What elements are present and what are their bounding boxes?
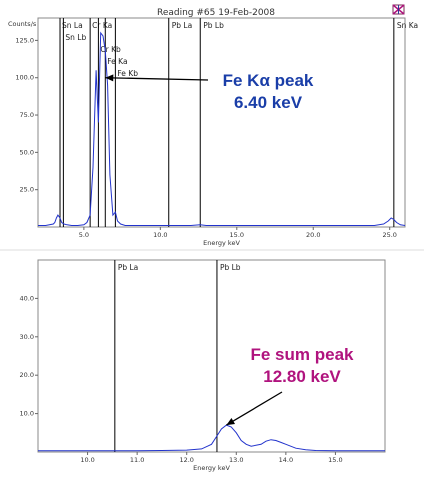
- x-tick-label: 15.0: [328, 456, 342, 464]
- x-tick-label: 20.0: [306, 231, 320, 239]
- plot-frame: [37, 259, 386, 453]
- annotation-value: 12.80 keV: [263, 367, 341, 386]
- annotation-title: Fe sum peak: [251, 345, 355, 364]
- marker-label: Fe Ka: [107, 57, 127, 66]
- y-tick-label: 30.0: [20, 333, 34, 341]
- marker-label: Pb La: [172, 21, 192, 30]
- y-tick-label: 10.0: [20, 410, 34, 418]
- x-tick-label: 25.0: [382, 231, 396, 239]
- spectrum-line: [38, 31, 406, 226]
- y-tick-label: 20.0: [20, 371, 34, 379]
- bottom-chart: 10.0 20.0 30.0 40.0 10.0 11.0 12.0 13.0 14.0 15.0…: [20, 259, 386, 472]
- y-tick-label: 100.0: [15, 74, 34, 82]
- marker-label: Pb La: [118, 263, 138, 272]
- annotation-value: 6.40 keV: [234, 93, 303, 112]
- x-tick-label: 10.0: [80, 456, 94, 464]
- x-tick-label: 14.0: [279, 456, 293, 464]
- y-tick-label: 50.0: [20, 148, 34, 156]
- flag-icon[interactable]: [392, 4, 405, 15]
- x-tick-label: 5.0: [79, 231, 89, 239]
- marker-label: Cr Kb: [100, 45, 121, 54]
- annotation-arrow: [226, 391, 283, 426]
- y-tick-label: 75.0: [20, 111, 34, 119]
- marker-label: Sn Ka: [397, 21, 418, 30]
- x-axis-label: Energy keV: [193, 464, 230, 472]
- x-tick-label: 12.0: [179, 456, 193, 464]
- marker-label: Sn La: [62, 21, 83, 30]
- annotation-arrow: [105, 77, 209, 81]
- annotation-title: Fe Kα peak: [223, 71, 314, 90]
- marker-label: Pb Lb: [220, 263, 241, 272]
- top-chart: 25.0 50.0 75.0 100.0 125.0 5.0 10.0 15.0 20.0 25.…: [15, 17, 418, 247]
- plot-frame: [37, 17, 406, 228]
- y-tick-label: 40.0: [20, 294, 34, 302]
- y-tick-label: 25.0: [20, 186, 34, 194]
- x-tick-label: 15.0: [230, 231, 244, 239]
- window-title: Reading #65 19-Feb-2008: [157, 8, 275, 18]
- arrow-head: [105, 74, 114, 82]
- spectrum-line: [38, 424, 385, 452]
- x-tick-label: 10.0: [153, 231, 167, 239]
- marker-label: Pb Lb: [203, 21, 224, 30]
- marker-label: Fe Kb: [117, 69, 138, 78]
- x-axis-label: Energy keV: [203, 239, 240, 247]
- marker-label: Cr Ka: [92, 21, 112, 30]
- x-tick-label: 13.0: [229, 456, 243, 464]
- marker-label: Sn Lb: [65, 33, 86, 42]
- arrow-head: [226, 418, 236, 426]
- x-tick-label: 11.0: [130, 456, 144, 464]
- y-tick-label: 125.0: [15, 36, 34, 44]
- top-ylabel: Counts/s: [8, 20, 37, 28]
